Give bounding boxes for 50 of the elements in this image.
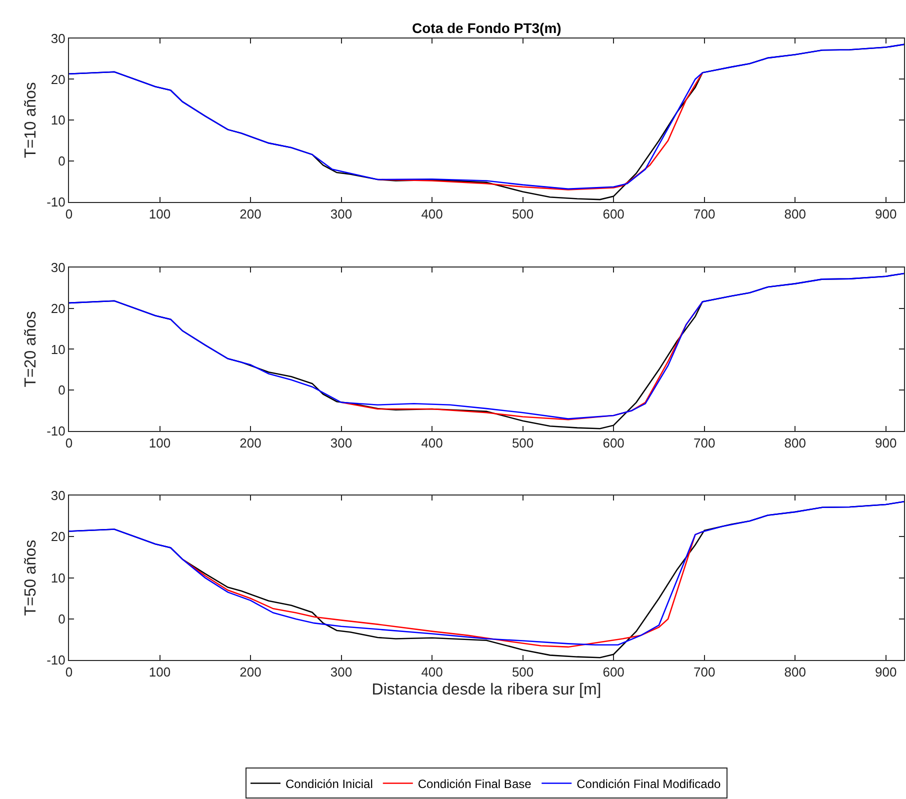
x-tick-label: 600 bbox=[602, 664, 624, 680]
y-tick-label: -10 bbox=[46, 424, 66, 439]
legend-label: Condición Final Modificado bbox=[576, 776, 722, 791]
y-tick-label: 10 bbox=[50, 112, 66, 128]
x-tick-label: 600 bbox=[602, 206, 624, 222]
x-tick-label: 800 bbox=[784, 664, 806, 680]
legend-label: Condición Final Base bbox=[418, 776, 532, 791]
y-tick-label: 20 bbox=[50, 300, 66, 316]
y-axis-title: T=50 años bbox=[22, 540, 40, 616]
x-tick-label: 400 bbox=[421, 206, 443, 222]
x-tick-label: 800 bbox=[784, 436, 806, 451]
x-tick-label: 500 bbox=[512, 664, 534, 680]
x-tick-label: 400 bbox=[421, 664, 443, 680]
x-tick-label: 300 bbox=[330, 664, 352, 680]
x-tick-label: 900 bbox=[875, 436, 897, 451]
x-tick-label: 700 bbox=[693, 436, 716, 451]
x-axis-title: Distancia desde la ribera sur [m] bbox=[372, 681, 602, 698]
y-tick-label: -10 bbox=[46, 652, 66, 668]
x-tick-label: 200 bbox=[240, 436, 262, 451]
y-axis-title: T=10 años bbox=[22, 82, 40, 158]
x-tick-label: 200 bbox=[240, 664, 262, 680]
x-tick-label: 400 bbox=[421, 436, 443, 451]
chart-title: Cota de Fondo PT3(m) bbox=[412, 20, 562, 36]
y-tick-label: 30 bbox=[50, 30, 66, 46]
legend-label: Condición Inicial bbox=[286, 776, 373, 791]
x-tick-label: 300 bbox=[330, 206, 352, 222]
x-tick-label: 900 bbox=[875, 206, 897, 222]
y-tick-label: 0 bbox=[58, 154, 66, 169]
y-axis-title: T=20 años bbox=[22, 311, 40, 388]
y-tick-label: 30 bbox=[50, 260, 66, 275]
y-tick-label: -10 bbox=[46, 194, 66, 210]
x-tick-label: 100 bbox=[148, 436, 171, 451]
x-tick-label: 600 bbox=[602, 436, 624, 451]
x-tick-label: 900 bbox=[875, 664, 897, 680]
y-tick-label: 0 bbox=[58, 382, 66, 398]
x-tick-label: 700 bbox=[693, 206, 716, 222]
x-tick-label: 500 bbox=[512, 436, 534, 451]
x-tick-label: 700 bbox=[693, 664, 716, 680]
y-tick-label: 10 bbox=[50, 342, 66, 357]
x-tick-label: 200 bbox=[240, 206, 262, 222]
y-tick-label: 30 bbox=[50, 488, 66, 504]
x-tick-label: 100 bbox=[148, 664, 171, 680]
y-tick-label: 0 bbox=[58, 612, 66, 627]
y-tick-label: 20 bbox=[50, 529, 66, 544]
x-tick-label: 500 bbox=[512, 206, 534, 222]
x-tick-label: 300 bbox=[330, 436, 352, 451]
x-tick-label: 100 bbox=[148, 206, 171, 222]
y-tick-label: 10 bbox=[50, 570, 66, 586]
x-tick-label: 800 bbox=[784, 206, 806, 222]
y-tick-label: 20 bbox=[50, 72, 66, 87]
